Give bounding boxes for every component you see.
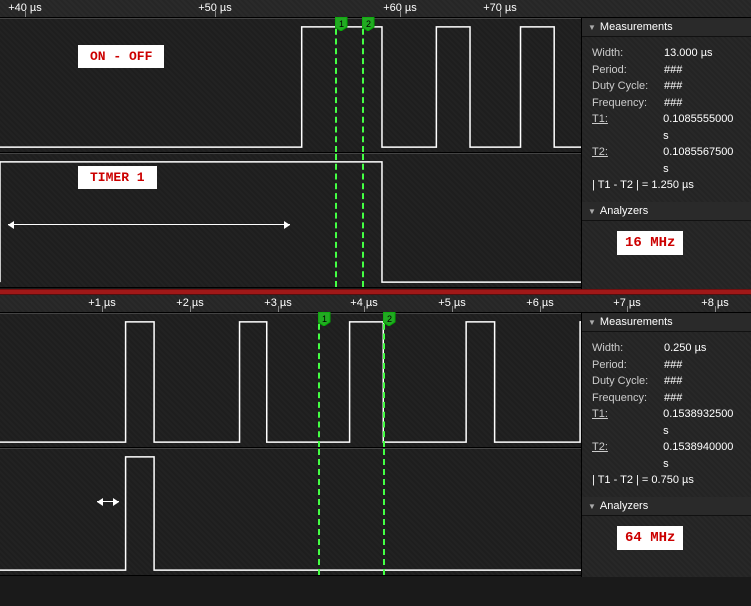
svg-text:2: 2 [387, 314, 392, 324]
measurement-row: Period: ### [592, 357, 741, 374]
measurement-row: T2: 0.1085567500 s [592, 144, 741, 177]
frequency-badge: 16 MHz [617, 231, 683, 255]
measurement-value: 0.1085567500 s [663, 144, 741, 177]
analyzers-header[interactable]: Analyzers [582, 202, 751, 221]
measurement-label: Frequency: [592, 95, 664, 112]
measure-arrow [8, 224, 290, 234]
measure-arrow [97, 501, 119, 511]
measurements-header[interactable]: Measurements [582, 313, 751, 332]
measurement-row: Width: 13.000 µs [592, 45, 741, 62]
measurement-label: T1: [592, 406, 663, 439]
measurements-body: Width: 13.000 µs Period: ### Duty Cycle:… [582, 37, 751, 202]
measurement-delta: | T1 - T2 | = 0.750 µs [592, 472, 741, 489]
measurement-value: 0.1538940000 s [663, 439, 741, 472]
measurement-label: Width: [592, 340, 664, 357]
measurements-body: Width: 0.250 µs Period: ### Duty Cycle: … [582, 332, 751, 497]
svg-text:2: 2 [366, 19, 371, 29]
measurement-row: Frequency: ### [592, 390, 741, 407]
analyzers-body: 64 MHz [582, 516, 751, 550]
cursor-flag-icon[interactable]: 1 [335, 17, 351, 31]
timing-cursor[interactable] [318, 449, 320, 575]
measurement-value: 13.000 µs [664, 45, 713, 62]
measurement-label: Duty Cycle: [592, 78, 664, 95]
top-panel: +40 µs+50 µs+60 µs+70 µs ON - OFF 1 2 TIM… [0, 0, 751, 289]
measurement-label: Width: [592, 45, 664, 62]
bottom-panel: +1 µs+2 µs+3 µs+4 µs+5 µs+6 µs+7 µs+8 µs… [0, 295, 751, 606]
cursor-flag-icon[interactable]: 2 [383, 312, 399, 326]
measurement-row: Period: ### [592, 62, 741, 79]
on-off-label: ON - OFF [78, 45, 164, 68]
analyzers-body: 16 MHz [582, 221, 751, 255]
measurement-row: T1: 0.1538932500 s [592, 406, 741, 439]
measurement-value: 0.1538932500 s [663, 406, 741, 439]
analyzers-header[interactable]: Analyzers [582, 497, 751, 516]
timing-cursor[interactable] [335, 154, 337, 287]
measurement-row: Frequency: ### [592, 95, 741, 112]
measurement-label: T2: [592, 144, 663, 177]
top-ruler[interactable]: +40 µs+50 µs+60 µs+70 µs [0, 0, 751, 18]
svg-text:1: 1 [339, 19, 344, 29]
frequency-badge: 64 MHz [617, 526, 683, 550]
timer1-label: TIMER 1 [78, 166, 157, 189]
measurement-label: Period: [592, 357, 664, 374]
measurement-value: 0.1085555000 s [663, 111, 741, 144]
timing-cursor[interactable] [362, 154, 364, 287]
measurement-label: Duty Cycle: [592, 373, 664, 390]
measurement-label: T1: [592, 111, 663, 144]
measurement-value: ### [664, 390, 682, 407]
measurement-value: ### [664, 95, 682, 112]
timing-cursor[interactable] [383, 449, 385, 575]
measurement-value: ### [664, 357, 682, 374]
measurement-value: ### [664, 373, 682, 390]
measurement-value: ### [664, 62, 682, 79]
timing-cursor[interactable] [383, 314, 385, 447]
measurement-value: ### [664, 78, 682, 95]
timing-cursor[interactable] [362, 19, 364, 152]
timing-cursor[interactable] [318, 314, 320, 447]
measurement-row: T2: 0.1538940000 s [592, 439, 741, 472]
cursor-flag-icon[interactable]: 1 [318, 312, 334, 326]
top-side-panel: Measurements Width: 13.000 µs Period: ##… [581, 18, 751, 289]
measurement-row: Width: 0.250 µs [592, 340, 741, 357]
measurement-row: T1: 0.1085555000 s [592, 111, 741, 144]
measurement-label: Period: [592, 62, 664, 79]
cursor-flag-icon[interactable]: 2 [362, 17, 378, 31]
measurement-delta: | T1 - T2 | = 1.250 µs [592, 177, 741, 194]
measurement-row: Duty Cycle: ### [592, 373, 741, 390]
measurements-header[interactable]: Measurements [582, 18, 751, 37]
measurement-label: Frequency: [592, 390, 664, 407]
bottom-ruler[interactable]: +1 µs+2 µs+3 µs+4 µs+5 µs+6 µs+7 µs+8 µs [0, 295, 751, 313]
measurement-label: T2: [592, 439, 663, 472]
measurement-row: Duty Cycle: ### [592, 78, 741, 95]
timing-cursor[interactable] [335, 19, 337, 152]
bottom-side-panel: Measurements Width: 0.250 µs Period: ###… [581, 313, 751, 577]
svg-text:1: 1 [322, 314, 327, 324]
measurement-value: 0.250 µs [664, 340, 706, 357]
